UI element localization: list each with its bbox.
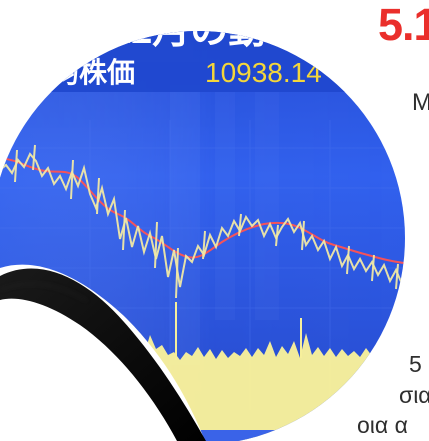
body-text-fragment-lower: σια: [399, 382, 429, 408]
header-band: 12月の動 平均株価 10938.14: [0, 10, 405, 92]
body-text-fragment-middle: 5: [409, 351, 422, 377]
title-fragment: 12月の動: [110, 10, 266, 52]
body-text-fragment-bottom: οια α: [357, 412, 408, 438]
page-curl: [0, 264, 206, 441]
price-candles: [0, 144, 405, 299]
stock-label: 平均株価: [23, 57, 135, 88]
section-number: 5.1: [378, 0, 429, 50]
stock-value: 10938.14: [205, 57, 322, 88]
body-text-fragment-top: M: [412, 89, 429, 116]
